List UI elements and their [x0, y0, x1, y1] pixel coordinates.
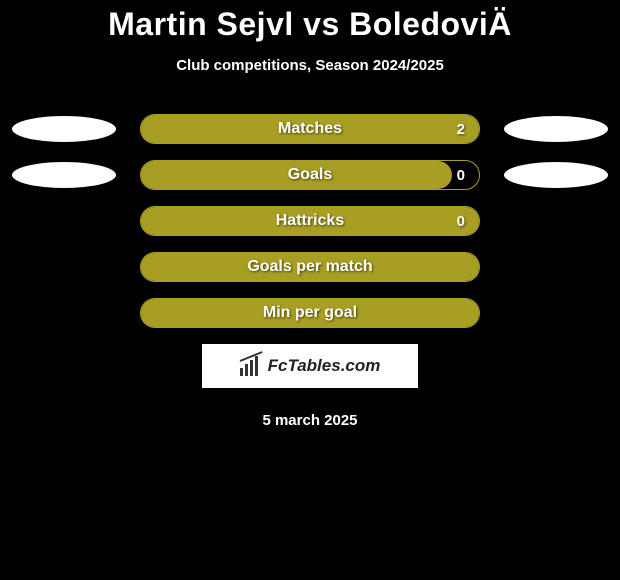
- stat-value: 0: [457, 213, 465, 230]
- stat-label: Min per goal: [263, 304, 357, 322]
- date-label: 5 march 2025: [0, 412, 620, 429]
- stat-row: Goals 0: [10, 160, 610, 190]
- stat-bar: Hattricks 0: [140, 206, 480, 236]
- fctables-logo[interactable]: FcTables.com: [202, 344, 418, 388]
- stat-row: Hattricks 0: [10, 206, 610, 236]
- page-title: Martin Sejvl vs BoledoviÄ: [0, 6, 620, 43]
- stat-bar: Min per goal: [140, 298, 480, 328]
- stat-value: 0: [457, 167, 465, 184]
- player-left-ellipse-icon: [12, 162, 116, 188]
- subtitle: Club competitions, Season 2024/2025: [0, 57, 620, 74]
- stat-label: Matches: [278, 120, 342, 138]
- stats-area: Matches 2 Goals 0 Hattricks 0 Goals per match M…: [0, 114, 620, 328]
- stat-row: Goals per match: [10, 252, 610, 282]
- logo-text: FcTables.com: [268, 356, 381, 376]
- stat-label: Hattricks: [276, 212, 344, 230]
- stat-bar: Matches 2: [140, 114, 480, 144]
- player-left-ellipse-icon: [12, 116, 116, 142]
- stat-bar: Goals per match: [140, 252, 480, 282]
- stat-label: Goals per match: [247, 258, 372, 276]
- logo-chart-icon: [240, 356, 262, 376]
- stat-bar: Goals 0: [140, 160, 480, 190]
- player-right-ellipse-icon: [504, 162, 608, 188]
- stat-value: 2: [457, 121, 465, 138]
- stat-label: Goals: [288, 166, 332, 184]
- player-right-ellipse-icon: [504, 116, 608, 142]
- stat-row: Min per goal: [10, 298, 610, 328]
- comparison-panel: Martin Sejvl vs BoledoviÄ Club competiti…: [0, 0, 620, 429]
- stat-row: Matches 2: [10, 114, 610, 144]
